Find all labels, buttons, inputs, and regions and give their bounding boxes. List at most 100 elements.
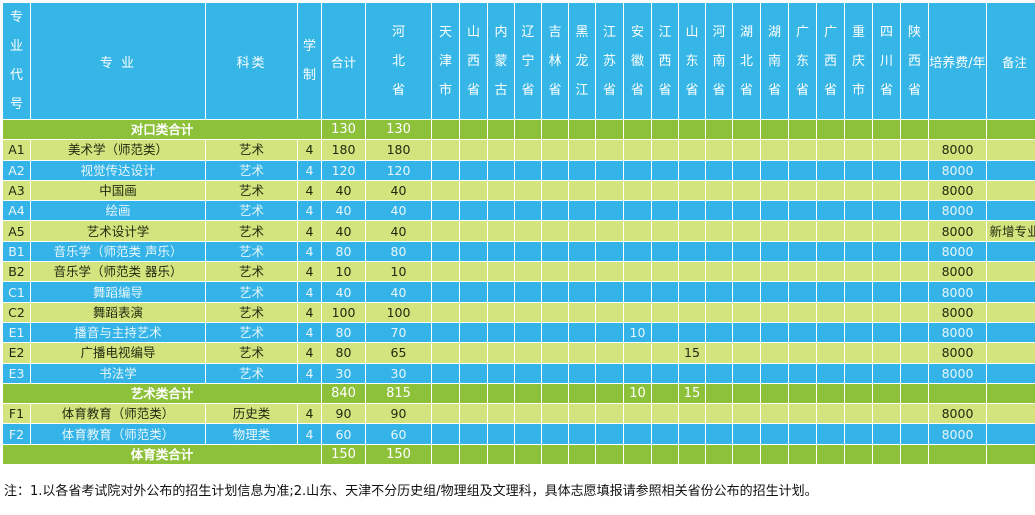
cell-province [459, 220, 488, 242]
cell-province [541, 118, 569, 141]
cell-fee: 8000 [928, 362, 987, 384]
cell-category: 艺术 [205, 261, 298, 283]
cell-province [844, 382, 873, 405]
cell-province [816, 159, 845, 181]
table-row: E3 书法学 艺术 4 30 30 8000 [2, 362, 1035, 384]
cell-code: C1 [2, 281, 31, 303]
cell-category: 物理类 [205, 423, 298, 445]
cell-province [431, 443, 460, 466]
cell-province [844, 443, 873, 466]
cell-province [651, 240, 679, 263]
cell-province [760, 342, 789, 364]
cell-province [844, 118, 873, 141]
cell-province [595, 362, 624, 384]
cell-province [595, 159, 624, 181]
cell-province [900, 159, 929, 181]
cell-province [900, 261, 929, 283]
cell-fee: 8000 [928, 139, 987, 161]
cell-province [568, 382, 596, 405]
cell-code: A4 [2, 200, 31, 222]
cell-total: 100 [321, 301, 366, 323]
cell-province: 180 [365, 139, 432, 161]
cell-province [705, 281, 733, 303]
cell-fee: 8000 [928, 423, 987, 445]
row-label: 对口类合计 [2, 118, 322, 141]
cell-years: 4 [297, 159, 322, 181]
cell-province [431, 139, 460, 161]
cell-province [459, 261, 488, 283]
header-province: 安徽省 [623, 2, 652, 120]
cell-code: C2 [2, 301, 31, 323]
cell-code: F1 [2, 403, 31, 425]
cell-code: A1 [2, 139, 31, 161]
header-province: 广西省 [816, 2, 845, 120]
header-note: 备注 [986, 2, 1035, 120]
cell-fee: 8000 [928, 281, 987, 303]
cell-province [732, 200, 761, 222]
cell-province [678, 159, 706, 181]
cell-province [595, 139, 624, 161]
cell-province [788, 139, 817, 161]
cell-province [788, 362, 817, 384]
cell-category: 艺术 [205, 301, 298, 323]
cell-province [514, 118, 542, 141]
cell-province [431, 342, 460, 364]
cell-province [514, 281, 542, 303]
cell-province [788, 382, 817, 405]
cell-province [678, 301, 706, 323]
cell-note [986, 179, 1035, 202]
cell-province [459, 403, 488, 425]
cell-total: 40 [321, 179, 366, 202]
header-province: 重庆市 [844, 2, 873, 120]
cell-years: 4 [297, 240, 322, 263]
cell-province [459, 281, 488, 303]
cell-province [760, 382, 789, 405]
header-province: 湖北省 [732, 2, 761, 120]
cell-major: 广播电视编导 [30, 342, 206, 364]
cell-note [986, 362, 1035, 384]
cell-province [732, 321, 761, 344]
cell-province: 815 [365, 382, 432, 405]
cell-province [816, 382, 845, 405]
cell-province [431, 159, 460, 181]
cell-province [431, 362, 460, 384]
cell-province [788, 342, 817, 364]
cell-province [844, 240, 873, 263]
cell-province [623, 301, 652, 323]
cell-province [816, 443, 845, 466]
cell-province [651, 362, 679, 384]
cell-category: 艺术 [205, 362, 298, 384]
cell-province [705, 200, 733, 222]
cell-province [732, 301, 761, 323]
cell-code: E2 [2, 342, 31, 364]
cell-province: 130 [365, 118, 432, 141]
cell-note [986, 423, 1035, 445]
cell-province [541, 443, 569, 466]
table-row: C2 舞蹈表演 艺术 4 100 100 8000 [2, 301, 1035, 323]
cell-province: 120 [365, 159, 432, 181]
cell-province: 30 [365, 362, 432, 384]
table-row: A4 绘画 艺术 4 40 40 8000 [2, 200, 1035, 222]
cell-total: 150 [321, 443, 366, 466]
cell-code: B2 [2, 261, 31, 283]
cell-province [705, 382, 733, 405]
cell-province [788, 220, 817, 242]
cell-province [678, 261, 706, 283]
cell-fee: 8000 [928, 240, 987, 263]
cell-province [872, 139, 901, 161]
cell-province [678, 118, 706, 141]
cell-province [844, 179, 873, 202]
cell-province: 10 [365, 261, 432, 283]
cell-province [568, 118, 596, 141]
cell-province [514, 321, 542, 344]
cell-province [487, 261, 515, 283]
cell-province [514, 200, 542, 222]
cell-province [816, 403, 845, 425]
cell-province [872, 261, 901, 283]
cell-code: A5 [2, 220, 31, 242]
cell-province [651, 342, 679, 364]
cell-total: 60 [321, 423, 366, 445]
cell-province [487, 403, 515, 425]
cell-province [568, 261, 596, 283]
cell-province [900, 139, 929, 161]
